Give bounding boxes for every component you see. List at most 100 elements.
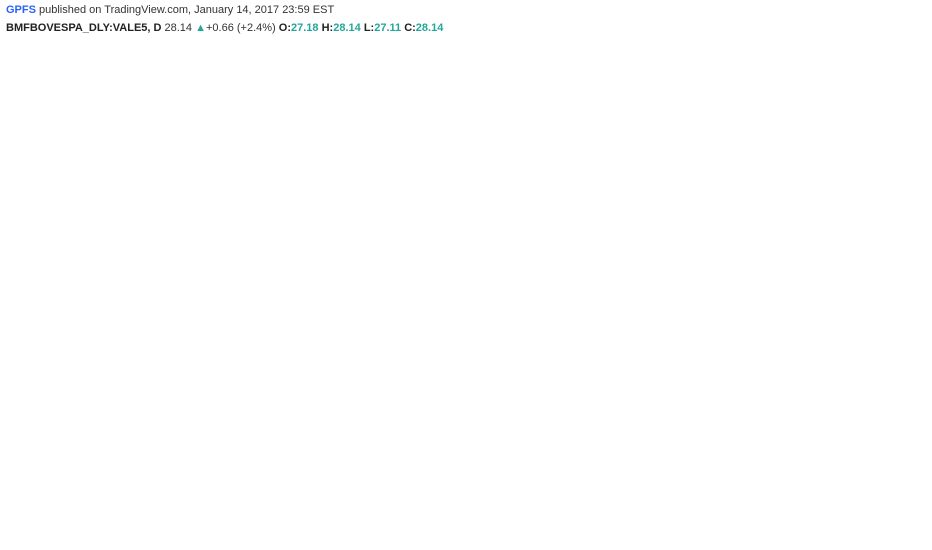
- candle-body: [4, 397, 10, 407]
- volume-pane: [4, 400, 576, 528]
- candle-body: [516, 206, 522, 234]
- candle-body: [269, 283, 275, 292]
- candle-body: [161, 406, 167, 410]
- x-tick-label: 20: [748, 532, 758, 542]
- candle-body: [486, 240, 492, 244]
- low-value: 27.11: [374, 22, 402, 34]
- volume-bar: [492, 483, 498, 528]
- y-tick-label: 22.00: [901, 253, 924, 263]
- plot-frame: [3, 39, 897, 529]
- candle-body: [335, 162, 341, 200]
- y-tick-label: 12.00: [901, 495, 924, 505]
- volume-bar: [347, 456, 353, 528]
- candle-body: [118, 433, 124, 442]
- volume-bar: [245, 496, 251, 528]
- candle-body: [173, 404, 179, 408]
- volume-bar: [179, 502, 184, 528]
- candle-body: [281, 283, 287, 290]
- candle-body: [130, 418, 136, 423]
- volume-bar: [450, 467, 455, 528]
- candle-body: [449, 138, 455, 147]
- candle-body: [407, 145, 413, 162]
- volume-bar: [486, 488, 491, 528]
- grid: [3, 39, 897, 529]
- open-value: 27.18: [291, 22, 319, 34]
- candle-body: [94, 443, 100, 447]
- candle-body: [492, 223, 498, 244]
- volume-bar: [263, 496, 269, 528]
- volume-bar: [34, 499, 40, 528]
- candle-body: [16, 409, 22, 415]
- x-tick-label: Set: [24, 532, 38, 542]
- candle-body: [22, 411, 28, 415]
- volume-bar: [251, 456, 257, 528]
- volume-bar: [371, 472, 377, 528]
- volume-bar: [46, 496, 52, 528]
- candle-body: [263, 283, 269, 294]
- candle-body: [522, 194, 528, 207]
- volume-bar: [558, 480, 564, 528]
- symbol-line: BMFBOVESPA_DLY:VALE5, D 28.14 ▲+0.66 (+2…: [6, 22, 443, 34]
- candle-body: [34, 415, 40, 420]
- volume-bar: [137, 507, 142, 528]
- symbol-name[interactable]: BMFBOVESPA_DLY:VALE5, D: [6, 22, 162, 34]
- change-up-icon: ▲: [195, 22, 206, 34]
- band-fill: [7, 102, 573, 464]
- low-label: L:: [363, 22, 375, 34]
- candle-body: [474, 189, 480, 224]
- volume-bar: [185, 496, 190, 528]
- high-label: H:: [321, 22, 334, 34]
- candle-body: [209, 379, 215, 384]
- candle-body: [245, 324, 251, 343]
- volume-bar: [227, 507, 233, 528]
- x-tick-label: Mar: [680, 532, 696, 542]
- candle-body: [142, 409, 148, 419]
- candle-body: [455, 145, 461, 169]
- volume-bar: [516, 476, 522, 528]
- candle-body: [395, 131, 401, 147]
- candle-body: [46, 418, 52, 425]
- candle-body: [257, 293, 263, 311]
- volume-bar: [293, 499, 299, 528]
- candle-body: [82, 437, 88, 449]
- volume-bar: [438, 451, 443, 528]
- y-tick-label: 26.00: [901, 157, 924, 167]
- volume-bar: [389, 464, 395, 528]
- volume-bar: [546, 460, 552, 528]
- candle-body: [58, 414, 64, 418]
- lower-band: [6, 240, 574, 465]
- volume-bar: [215, 505, 221, 528]
- volume-bar: [407, 467, 413, 528]
- volume-bar: [10, 500, 16, 528]
- x-tick-label: 2017: [418, 532, 438, 542]
- brand-logo-text[interactable]: GPFS: [6, 4, 36, 16]
- volume-bar: [329, 416, 335, 528]
- candle-body: [462, 167, 468, 179]
- candle-body: [552, 150, 558, 195]
- candle-body: [305, 257, 311, 275]
- candle-body: [275, 283, 281, 292]
- candle-body: [431, 141, 437, 159]
- volume-bar: [383, 476, 389, 528]
- candle-body: [299, 274, 305, 297]
- volume-bar: [468, 473, 473, 528]
- volume-bar: [125, 504, 130, 528]
- volume-bar: [112, 512, 118, 528]
- candle-body: [347, 230, 353, 249]
- fib-level-label: 0.236(26.78): [430, 131, 487, 142]
- candle-body: [221, 365, 227, 372]
- volume-bar: [299, 472, 305, 528]
- volume-bar: [444, 472, 449, 528]
- volume-bar: [474, 460, 479, 528]
- volume-bar: [155, 510, 160, 528]
- fib-level-label: 0.5(24.99): [441, 174, 487, 185]
- candle-body: [100, 445, 106, 451]
- volume-bar: [22, 508, 28, 528]
- volume-bar: [323, 432, 329, 528]
- fibonacci-retracement: 0(28.27) 0.236(26.78) 0.382(25.79) 0.5(24.9…: [430, 95, 724, 369]
- candle-body: [148, 409, 154, 415]
- volume-bar: [281, 502, 287, 528]
- volume-bar: [522, 483, 528, 528]
- volume-bar: [16, 504, 22, 528]
